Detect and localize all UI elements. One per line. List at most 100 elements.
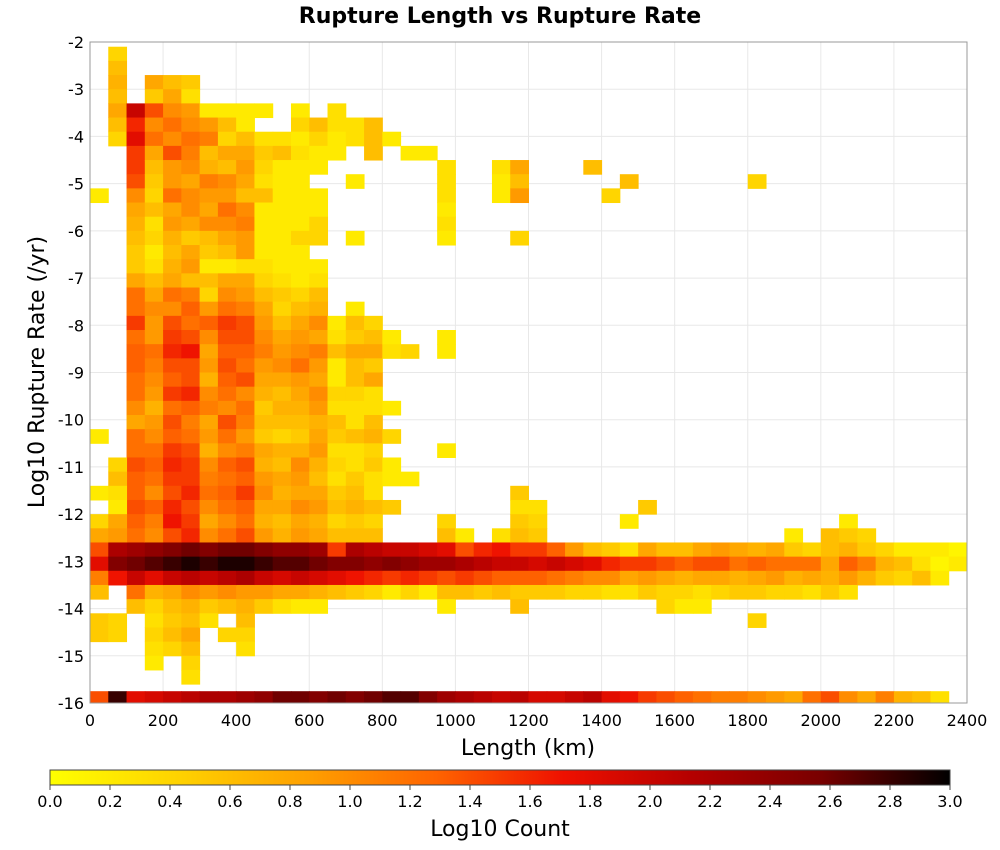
heatmap-cell xyxy=(345,230,365,246)
heatmap-cell xyxy=(290,400,310,416)
x-tick-label: 200 xyxy=(148,711,179,730)
heatmap-cell xyxy=(327,570,347,586)
heatmap-cell xyxy=(290,499,310,515)
heatmap-cell xyxy=(163,287,182,303)
heatmap-cell xyxy=(345,117,365,133)
heatmap-cell xyxy=(327,485,347,501)
heatmap-cell xyxy=(692,542,712,558)
heatmap-cell xyxy=(711,542,730,558)
heatmap-cell xyxy=(656,584,676,600)
heatmap-cell xyxy=(126,691,146,703)
heatmap-cell xyxy=(400,542,420,558)
heatmap-cell xyxy=(729,570,749,586)
heatmap-cell xyxy=(455,556,475,572)
heatmap-cell xyxy=(510,174,529,189)
y-tick-label: -15 xyxy=(58,647,84,666)
heatmap-cell xyxy=(382,570,402,586)
heatmap-cell xyxy=(364,514,383,529)
heatmap-cell xyxy=(510,528,529,543)
heatmap-cell xyxy=(327,584,347,600)
heatmap-cell xyxy=(126,570,146,586)
heatmap-cell xyxy=(144,259,164,274)
heatmap-cell xyxy=(290,145,310,161)
heatmap-cell xyxy=(254,287,274,303)
heatmap-cell xyxy=(163,259,182,274)
heatmap-cell xyxy=(199,429,219,444)
heatmap-cell xyxy=(144,627,164,643)
heatmap-cell xyxy=(144,160,164,175)
heatmap-cell xyxy=(272,471,292,487)
heatmap-cell xyxy=(126,230,146,246)
heatmap-cell xyxy=(144,613,164,628)
heatmap-cell xyxy=(491,542,511,558)
heatmap-cell xyxy=(144,542,164,558)
heatmap-cell xyxy=(437,216,456,232)
heatmap-cell xyxy=(254,429,274,444)
heatmap-cell xyxy=(437,230,456,246)
heatmap-cell xyxy=(345,414,365,430)
heatmap-cell xyxy=(382,344,402,359)
heatmap-cell xyxy=(181,627,201,643)
heatmap-cell xyxy=(163,584,182,600)
heatmap-cell xyxy=(272,514,292,529)
heatmap-cell xyxy=(327,691,347,703)
heatmap-cell xyxy=(565,691,584,703)
heatmap-cell xyxy=(327,330,347,345)
x-tick-label: 400 xyxy=(221,711,252,730)
heatmap-cell xyxy=(163,230,182,246)
heatmap-cell xyxy=(619,174,639,189)
heatmap-cell xyxy=(364,584,383,600)
heatmap-cell xyxy=(930,542,950,558)
heatmap-cell xyxy=(345,315,365,331)
heatmap-cell xyxy=(163,400,182,416)
heatmap-cell xyxy=(163,301,182,317)
heatmap-cell xyxy=(272,570,292,586)
heatmap-cell xyxy=(163,414,182,430)
heatmap-cell xyxy=(345,358,365,373)
heatmap-cell xyxy=(254,174,274,189)
heatmap-cell xyxy=(217,400,237,416)
heatmap-cell xyxy=(400,471,420,487)
heatmap-cell xyxy=(437,174,456,189)
heatmap-cell xyxy=(857,542,877,558)
heatmap-cell xyxy=(290,230,310,246)
heatmap-cell xyxy=(747,174,767,189)
heatmap-cell xyxy=(619,584,639,600)
heatmap-cell xyxy=(272,443,292,458)
colorbar-tick-label: 2.8 xyxy=(877,792,902,811)
heatmap-cell xyxy=(290,599,310,614)
heatmap-cell xyxy=(857,691,877,703)
heatmap-cell xyxy=(290,528,310,543)
x-axis-label: Length (km) xyxy=(461,736,595,761)
heatmap-cell xyxy=(546,542,566,558)
heatmap-cell xyxy=(290,542,310,558)
heatmap-cell xyxy=(912,691,931,703)
colorbar-tick-label: 0.0 xyxy=(37,792,62,811)
heatmap-cell xyxy=(126,315,146,331)
heatmap-cell xyxy=(144,202,164,218)
heatmap-cell xyxy=(236,259,255,274)
heatmap-cell xyxy=(144,429,164,444)
heatmap-cell xyxy=(510,514,529,529)
heatmap-cell xyxy=(272,556,292,572)
heatmap-cell xyxy=(181,655,201,671)
heatmap-cell xyxy=(491,556,511,572)
heatmap-cell xyxy=(510,570,529,586)
heatmap-cell xyxy=(108,627,128,643)
heatmap-cell xyxy=(437,202,456,218)
heatmap-cell xyxy=(455,570,475,586)
heatmap-cell xyxy=(272,691,292,703)
heatmap-cell xyxy=(181,556,201,572)
heatmap-cell xyxy=(309,570,329,586)
heatmap-cell xyxy=(382,457,402,473)
heatmap-cell xyxy=(747,584,767,600)
heatmap-cell xyxy=(619,691,639,703)
heatmap-cell xyxy=(126,414,146,430)
heatmap-cell xyxy=(309,528,329,543)
heatmap-cell xyxy=(199,528,219,543)
heatmap-cell xyxy=(345,344,365,359)
heatmap-cell xyxy=(364,457,383,473)
heatmap-cell xyxy=(217,570,237,586)
heatmap-cell xyxy=(199,103,219,119)
heatmap-cell xyxy=(345,330,365,345)
